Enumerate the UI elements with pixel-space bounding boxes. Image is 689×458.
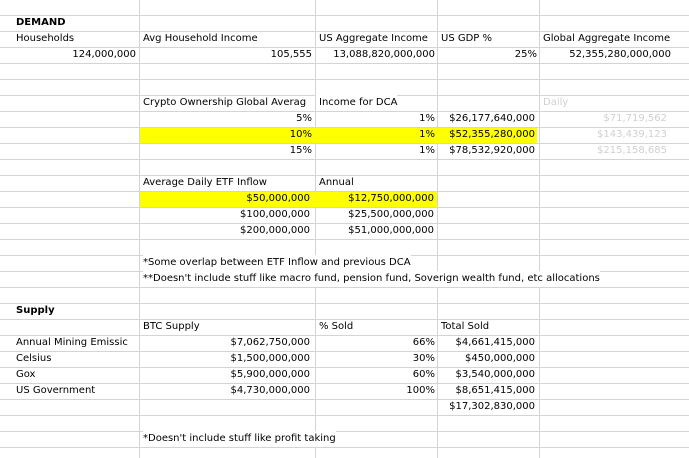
row-line (0, 431, 689, 432)
row-line (0, 207, 689, 208)
row-line (0, 399, 689, 400)
avg-income-label[interactable]: Avg Household Income (143, 33, 258, 44)
etf-daily-3[interactable]: $200,000,000 (240, 225, 310, 236)
supply-name-3[interactable]: Gox (16, 369, 36, 380)
etf-annual-2[interactable]: $25,500,000,000 (348, 209, 434, 220)
demand-title[interactable]: DEMAND (16, 17, 66, 28)
supply-name-2[interactable]: Celsius (16, 353, 52, 364)
column-line (139, 0, 140, 458)
row-line (0, 367, 689, 368)
supply-total-1[interactable]: $4,661,415,000 (455, 337, 535, 348)
crypto-ownership-header[interactable]: Crypto Ownership Global Averag (143, 97, 307, 108)
supply-btc-1[interactable]: $7,062,750,000 (230, 337, 310, 348)
row-line (0, 127, 689, 128)
dca-amount-3[interactable]: $78,532,920,000 (449, 145, 535, 156)
row-line (0, 287, 689, 288)
row-line (0, 79, 689, 80)
row-line (0, 223, 689, 224)
us-gdp-value[interactable]: 25% (514, 49, 537, 60)
highlight-dca-row (140, 128, 537, 143)
dca-share-3[interactable]: 1% (419, 145, 435, 156)
dca-pct-3[interactable]: 15% (289, 145, 312, 156)
etf-daily-label[interactable]: Average Daily ETF Inflow (143, 177, 267, 188)
row-line (0, 159, 689, 160)
row-line (0, 383, 689, 384)
note-excluded-allocations[interactable]: **Doesn't include stuff like macro fund,… (143, 271, 600, 287)
supply-total-2[interactable]: $450,000,000 (465, 353, 535, 364)
daily-label[interactable]: Daily (543, 97, 569, 108)
supply-pct-1[interactable]: 66% (412, 337, 435, 348)
dca-daily-3[interactable]: $215,158,685 (597, 145, 667, 156)
supply-pct-3[interactable]: 60% (412, 369, 435, 380)
dca-amount-2[interactable]: $52,355,280,000 (449, 129, 535, 140)
total-sold-label[interactable]: Total Sold (441, 321, 490, 332)
us-agg-income-label[interactable]: US Aggregate Income (319, 33, 428, 44)
row-line (0, 63, 689, 64)
column-line (539, 0, 540, 458)
note-etf-overlap[interactable]: *Some overlap between ETF Inflow and pre… (143, 255, 411, 271)
etf-daily-1[interactable]: $50,000,000 (246, 193, 310, 204)
etf-annual-1[interactable]: $12,750,000,000 (348, 193, 434, 204)
note-profit-taking[interactable]: *Doesn't include stuff like profit takin… (143, 431, 336, 447)
dca-amount-1[interactable]: $26,177,640,000 (449, 113, 535, 124)
row-line (0, 335, 689, 336)
us-agg-income-value[interactable]: 13,088,820,000,000 (333, 49, 435, 60)
supply-btc-3[interactable]: $5,900,000,000 (230, 369, 310, 380)
avg-income-value[interactable]: 105,555 (270, 49, 312, 60)
supply-btc-4[interactable]: $4,730,000,000 (230, 385, 310, 396)
households-label[interactable]: Households (16, 33, 75, 44)
row-line (0, 191, 689, 192)
dca-daily-1[interactable]: $71,719,562 (603, 113, 667, 124)
dca-share-2[interactable]: 1% (419, 129, 435, 140)
supply-pct-2[interactable]: 30% (412, 353, 435, 364)
row-line (0, 415, 689, 416)
etf-daily-2[interactable]: $100,000,000 (240, 209, 310, 220)
highlight-etf-row (140, 192, 437, 207)
row-line (0, 303, 689, 304)
column-line (437, 0, 438, 458)
income-for-dca-header[interactable]: Income for DCA (316, 95, 398, 111)
households-value[interactable]: 124,000,000 (72, 49, 136, 60)
pct-sold-label[interactable]: % Sold (319, 321, 354, 332)
row-line (0, 111, 689, 112)
row-line (0, 447, 689, 448)
supply-pct-4[interactable]: 100% (406, 385, 435, 396)
supply-title[interactable]: Supply (16, 305, 55, 316)
global-agg-income-value[interactable]: 52,355,280,000,000 (569, 49, 671, 60)
global-agg-income-label[interactable]: Global Aggregate Income (543, 33, 671, 44)
supply-btc-2[interactable]: $1,500,000,000 (230, 353, 310, 364)
btc-supply-label[interactable]: BTC Supply (143, 321, 200, 332)
row-line (0, 351, 689, 352)
etf-annual-3[interactable]: $51,000,000,000 (348, 225, 434, 236)
row-line (0, 319, 689, 320)
etf-annual-label[interactable]: Annual (319, 177, 354, 188)
row-line (0, 31, 689, 32)
supply-grand-total[interactable]: $17,302,830,000 (449, 401, 535, 412)
supply-name-4[interactable]: US Government (16, 385, 96, 396)
row-line (0, 175, 689, 176)
us-gdp-label[interactable]: US GDP % (441, 33, 493, 44)
dca-share-1[interactable]: 1% (419, 113, 435, 124)
supply-name-1[interactable]: Annual Mining Emissic (16, 337, 128, 348)
dca-daily-2[interactable]: $143,439,123 (597, 129, 667, 140)
row-line (0, 47, 689, 48)
row-line (0, 143, 689, 144)
column-line (315, 0, 316, 458)
supply-total-3[interactable]: $3,540,000,000 (455, 369, 535, 380)
dca-pct-2[interactable]: 10% (289, 129, 312, 140)
dca-pct-1[interactable]: 5% (296, 113, 312, 124)
supply-total-4[interactable]: $8,651,415,000 (455, 385, 535, 396)
row-line (0, 15, 689, 16)
row-line (0, 239, 689, 240)
